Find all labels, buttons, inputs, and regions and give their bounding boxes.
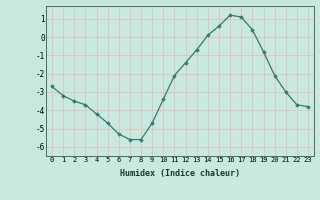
X-axis label: Humidex (Indice chaleur): Humidex (Indice chaleur) <box>120 169 240 178</box>
